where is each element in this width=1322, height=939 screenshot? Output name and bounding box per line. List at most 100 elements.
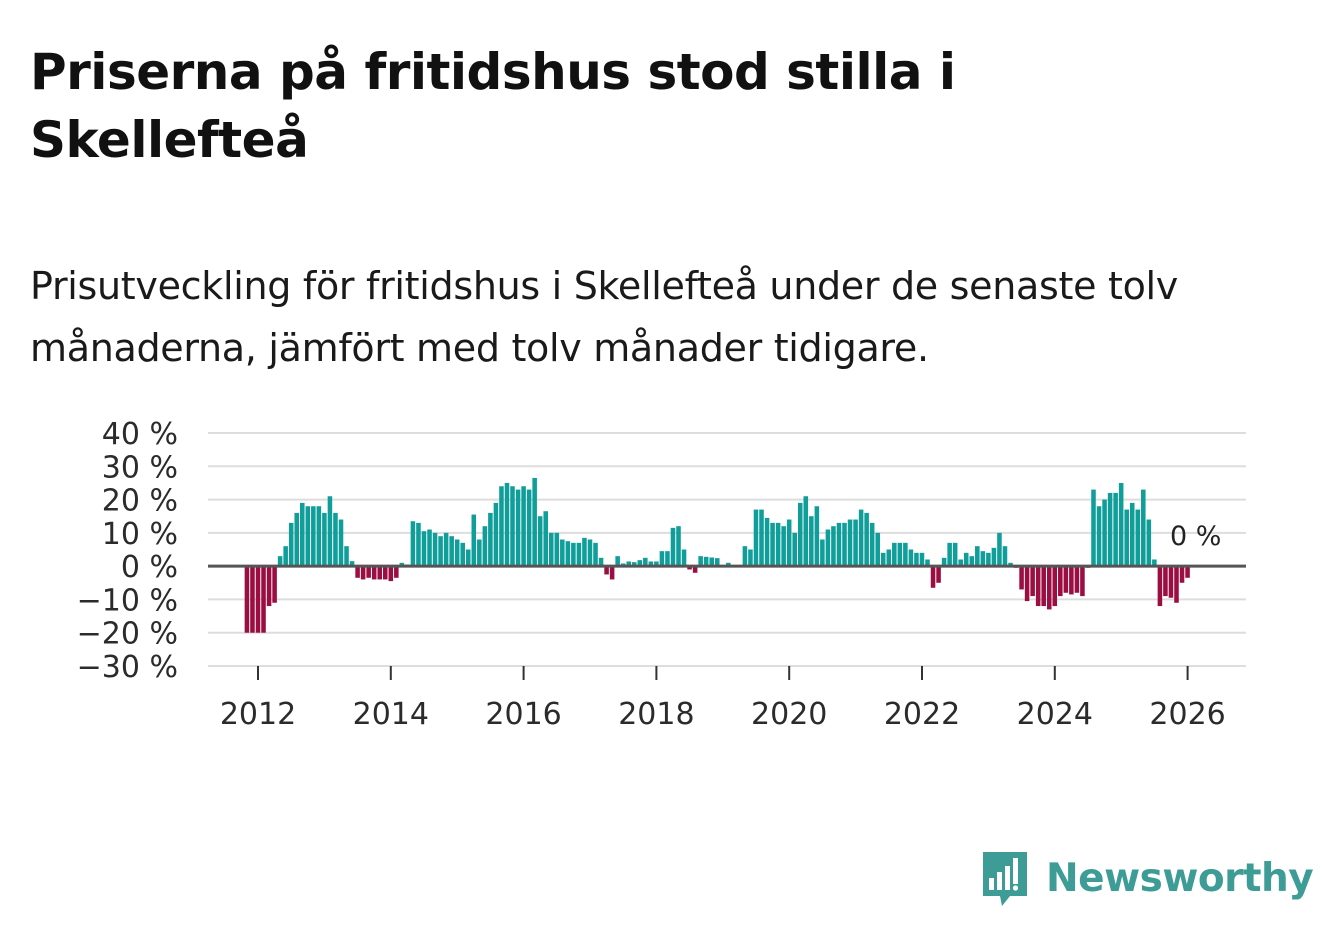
bar [963,552,969,567]
bar [1118,482,1124,567]
bar [322,512,327,567]
bar [261,566,266,633]
chart-title: Priserna på fritidshus stod stilla i Ske… [30,43,956,169]
bar [770,522,775,567]
bar [925,559,930,567]
bar [515,489,521,567]
bar-series [244,477,1190,633]
bar [1152,559,1157,567]
y-tick-label: 10 % [102,517,178,552]
bar [266,566,272,607]
bar [914,552,919,567]
bar [443,532,449,567]
bar [936,566,941,583]
bar [825,529,831,567]
bar [1113,492,1118,567]
bar [714,558,720,567]
bar [648,561,654,567]
bar [255,566,261,633]
bar [604,566,609,575]
latest-value-label: 0 % [1170,521,1221,552]
bar [548,532,554,567]
bar [499,486,504,567]
bar [388,566,394,582]
bar [897,542,903,567]
bar [344,546,349,567]
bar [676,526,681,567]
bar [288,522,294,567]
bar [560,539,565,567]
bar [1163,566,1168,597]
bar [593,542,598,567]
bar [438,536,443,567]
bar [786,519,792,567]
brand-name: Newsworthy [1046,855,1314,901]
bar [814,506,820,567]
bar [681,549,687,567]
bar [726,562,731,567]
newsworthy-logo: Newsworthy [980,848,1314,908]
bar [582,537,587,567]
bar [576,542,582,567]
bar [842,522,847,567]
x-tick-label: 2024 [1017,697,1093,732]
bar [454,539,460,567]
bar [250,566,255,633]
chart-subtitle: Prisutveckling för fritidshus i Skelleft… [30,264,1178,370]
bar [355,566,360,578]
bar [316,506,322,567]
bar [1096,506,1102,567]
bar [1058,566,1063,597]
bar [360,566,366,580]
bar [670,527,676,567]
bar [1146,519,1152,567]
bar [643,557,648,567]
bar [969,556,975,567]
bar [510,486,515,567]
bar [626,561,631,567]
bar [1135,509,1141,567]
bar [775,522,781,567]
bar [1019,566,1024,590]
bar [333,512,338,567]
bar [371,566,377,580]
bar [471,514,477,567]
bar [997,532,1002,567]
bar [903,542,908,567]
bar [637,560,643,567]
bar [709,557,714,567]
y-tick-label: −30 % [77,650,178,685]
bar [554,532,560,567]
bar [460,542,465,567]
y-tick-label: 20 % [102,484,178,519]
bar [764,517,770,567]
bar [836,522,842,567]
bar [493,502,499,567]
bar [1168,566,1174,598]
bar [698,556,703,567]
bar [272,566,277,603]
y-axis: 40 %30 %20 %10 %0 %−10 %−20 %−30 % [77,417,178,685]
bar [919,552,925,567]
bar [587,539,593,567]
bar [521,486,526,567]
bar [659,551,665,567]
bar [1185,566,1190,578]
bar [305,506,311,567]
bar [1157,566,1163,607]
y-tick-label: 40 % [102,417,178,452]
bar [300,502,305,567]
bar [1035,566,1041,607]
bar [1080,566,1085,597]
bar [615,556,620,567]
bar [864,512,869,567]
x-tick-label: 2016 [485,697,561,732]
bar [488,512,493,567]
bar [958,559,963,567]
bar [831,526,836,567]
x-tick-label: 2026 [1149,697,1225,732]
bar [748,549,753,567]
bar [609,566,615,580]
bar [1091,489,1096,567]
bar [327,496,333,567]
